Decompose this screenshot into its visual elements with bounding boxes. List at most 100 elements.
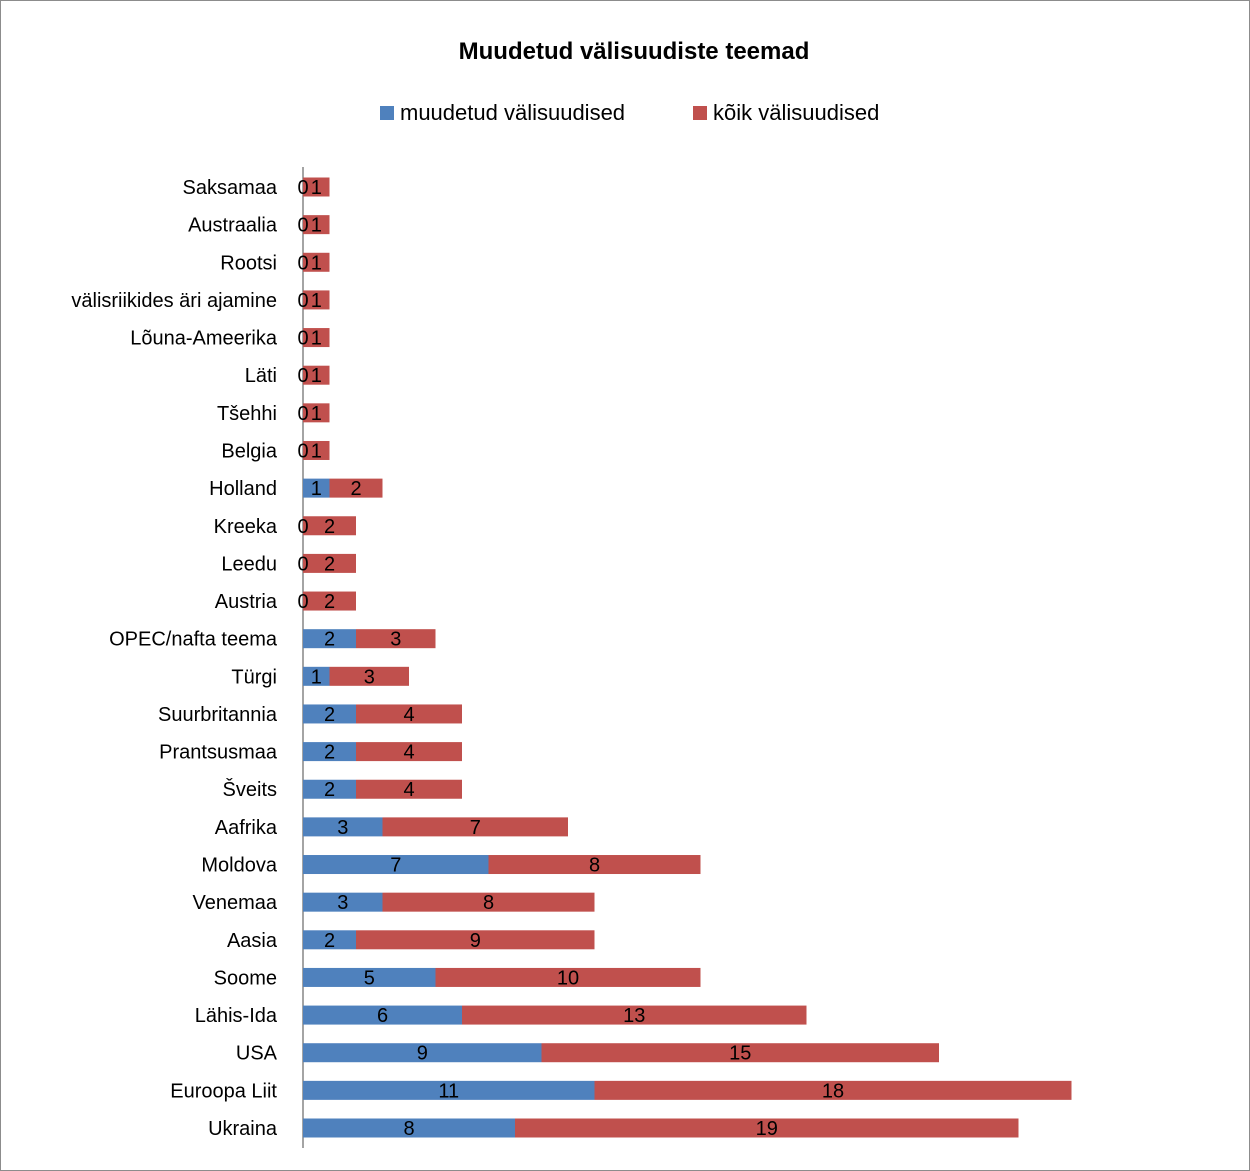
value-label-muudetud: 0 xyxy=(297,553,308,575)
category-label: Austria xyxy=(215,591,278,613)
category-label: Ukraina xyxy=(208,1118,278,1140)
value-label-muudetud: 0 xyxy=(297,516,308,538)
bar-muudetud xyxy=(303,1005,462,1025)
bar-koik xyxy=(303,328,330,348)
value-label-koik: 7 xyxy=(470,817,481,839)
bar-muudetud xyxy=(303,930,356,950)
category-label: USA xyxy=(236,1043,278,1065)
bar-muudetud xyxy=(303,855,489,875)
bar-koik xyxy=(303,440,330,460)
value-label-koik: 8 xyxy=(483,892,494,914)
value-label-koik: 10 xyxy=(557,967,579,989)
category-label: Šveits xyxy=(223,778,277,801)
value-label-koik: 3 xyxy=(390,629,401,651)
value-label-muudetud: 0 xyxy=(297,290,308,312)
bar-muudetud xyxy=(303,967,436,987)
value-label-koik: 2 xyxy=(324,553,335,575)
bar-koik xyxy=(594,1080,1072,1100)
bar-koik xyxy=(356,779,462,799)
value-label-koik: 2 xyxy=(324,516,335,538)
category-label: Suurbritannia xyxy=(158,704,278,726)
value-label-muudetud: 0 xyxy=(297,215,308,237)
bar-koik xyxy=(356,742,462,762)
category-label: OPEC/nafta teema xyxy=(109,629,278,651)
bar-muudetud xyxy=(303,1118,515,1138)
value-label-muudetud: 5 xyxy=(364,967,375,989)
bar-muudetud xyxy=(303,817,383,837)
value-label-koik: 15 xyxy=(729,1043,751,1065)
bar-muudetud xyxy=(303,779,356,799)
category-label: Läti xyxy=(245,365,277,387)
value-label-koik: 3 xyxy=(364,666,375,688)
category-label: Austraalia xyxy=(188,215,278,237)
category-label: Aafrika xyxy=(215,817,278,839)
chart-legend: muudetud välisuudised kõik välisuudised xyxy=(0,100,1250,126)
value-label-koik: 9 xyxy=(470,930,481,952)
value-label-muudetud: 9 xyxy=(417,1043,428,1065)
bar-muudetud xyxy=(303,478,330,498)
value-label-koik: 1 xyxy=(311,328,322,350)
category-label: Belgia xyxy=(221,440,277,462)
legend-swatch-muudetud xyxy=(380,106,394,120)
value-label-koik: 1 xyxy=(311,177,322,199)
legend-item-muudetud: muudetud välisuudised xyxy=(380,100,625,126)
value-label-muudetud: 2 xyxy=(324,779,335,801)
bar-koik xyxy=(329,666,409,686)
value-label-muudetud: 2 xyxy=(324,629,335,651)
bar-koik xyxy=(541,1043,939,1063)
value-label-koik: 2 xyxy=(324,591,335,613)
bar-koik xyxy=(303,403,330,423)
bar-muudetud xyxy=(303,704,356,724)
legend-swatch-koik xyxy=(693,106,707,120)
chart-title: Muudetud välisuudiste teemad xyxy=(458,38,810,65)
value-label-muudetud: 7 xyxy=(390,855,401,877)
legend-label-muudetud: muudetud välisuudised xyxy=(400,100,626,125)
value-label-muudetud: 3 xyxy=(337,817,348,839)
value-label-koik: 1 xyxy=(311,215,322,237)
bar-muudetud xyxy=(303,629,356,649)
value-label-koik: 1 xyxy=(311,365,322,387)
bar-koik xyxy=(356,629,436,649)
category-label: välisriikides äri ajamine xyxy=(71,290,277,312)
bar-koik xyxy=(515,1118,1019,1138)
category-label: Moldova xyxy=(201,855,277,877)
bar-koik xyxy=(488,855,701,875)
value-label-koik: 1 xyxy=(311,252,322,274)
bar-koik xyxy=(303,215,330,235)
value-label-muudetud: 2 xyxy=(324,704,335,726)
category-label: Aasia xyxy=(227,930,278,952)
category-label: Kreeka xyxy=(214,516,278,538)
bar-koik xyxy=(356,704,462,724)
bar-muudetud xyxy=(303,1043,542,1063)
category-label: Soome xyxy=(214,967,277,989)
bar-koik xyxy=(382,892,595,912)
legend-item-koik: kõik välisuudised xyxy=(693,100,879,126)
bar-koik xyxy=(303,290,330,310)
value-label-koik: 4 xyxy=(403,742,414,764)
bar-muudetud xyxy=(303,742,356,762)
value-label-koik: 18 xyxy=(822,1080,844,1102)
value-label-muudetud: 6 xyxy=(377,1005,388,1027)
bar-muudetud xyxy=(303,666,330,686)
value-label-muudetud: 2 xyxy=(324,930,335,952)
bar-koik xyxy=(303,365,330,385)
bar-koik xyxy=(435,967,701,987)
bar-koik xyxy=(329,478,383,498)
category-label: Tšehhi xyxy=(217,403,277,425)
category-label: Holland xyxy=(209,478,277,500)
value-label-koik: 1 xyxy=(311,403,322,425)
value-label-koik: 4 xyxy=(403,704,414,726)
value-label-muudetud: 0 xyxy=(297,365,308,387)
bar-koik xyxy=(303,252,330,272)
value-label-muudetud: 0 xyxy=(297,252,308,274)
bar-koik xyxy=(382,817,568,837)
value-label-muudetud: 1 xyxy=(311,478,322,500)
value-label-koik: 2 xyxy=(350,478,361,500)
value-label-muudetud: 0 xyxy=(297,440,308,462)
value-label-koik: 8 xyxy=(589,855,600,877)
value-label-muudetud: 0 xyxy=(297,177,308,199)
value-label-muudetud: 0 xyxy=(297,328,308,350)
value-label-koik: 13 xyxy=(623,1005,645,1027)
category-label: Leedu xyxy=(221,553,277,575)
